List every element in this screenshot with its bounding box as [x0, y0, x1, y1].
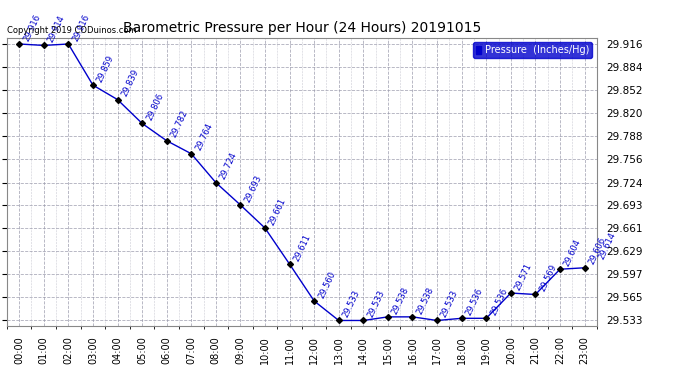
Text: Copyright 2019 CODuinos.com: Copyright 2019 CODuinos.com: [7, 26, 137, 34]
Text: 29.614: 29.614: [597, 231, 618, 261]
Text: 29.569: 29.569: [538, 263, 558, 293]
Text: 29.693: 29.693: [243, 173, 264, 204]
Text: 29.536: 29.536: [489, 286, 509, 317]
Text: 29.604: 29.604: [562, 238, 583, 268]
Text: 29.533: 29.533: [366, 289, 386, 319]
Text: 29.536: 29.536: [464, 286, 484, 317]
Text: 29.859: 29.859: [95, 54, 116, 84]
Text: 29.724: 29.724: [218, 151, 239, 181]
Text: 29.538: 29.538: [415, 285, 435, 315]
Text: 29.782: 29.782: [169, 109, 190, 139]
Text: 29.533: 29.533: [341, 289, 362, 319]
Text: 29.916: 29.916: [71, 12, 91, 42]
Text: 29.611: 29.611: [292, 232, 313, 263]
Text: 29.839: 29.839: [120, 68, 141, 98]
Title: Barometric Pressure per Hour (24 Hours) 20191015: Barometric Pressure per Hour (24 Hours) …: [123, 21, 481, 35]
Legend: Pressure  (Inches/Hg): Pressure (Inches/Hg): [473, 42, 592, 58]
Text: 29.571: 29.571: [513, 261, 533, 292]
Text: 29.916: 29.916: [21, 12, 42, 42]
Text: 29.560: 29.560: [317, 270, 337, 300]
Text: 29.914: 29.914: [46, 14, 67, 44]
Text: 29.606: 29.606: [587, 236, 607, 266]
Text: 29.806: 29.806: [145, 92, 165, 122]
Text: 29.661: 29.661: [268, 196, 288, 226]
Text: 29.533: 29.533: [440, 289, 460, 319]
Text: 29.538: 29.538: [391, 285, 411, 315]
Text: 29.764: 29.764: [194, 122, 214, 152]
